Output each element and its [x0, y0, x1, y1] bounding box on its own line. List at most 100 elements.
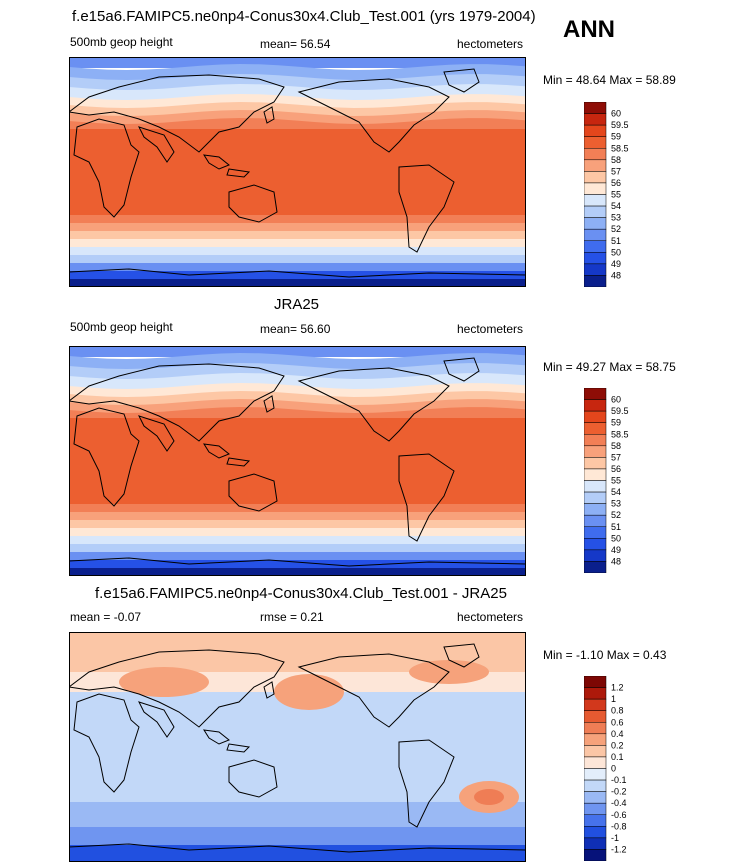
- colorbar-box: [584, 194, 607, 207]
- colorbar-tick-label: 59.5: [611, 406, 629, 416]
- contour-band: [69, 231, 526, 240]
- anomaly-blob: [274, 674, 344, 710]
- colorbar-box: [584, 136, 607, 149]
- anomaly-blob: [119, 667, 209, 697]
- coastline: [263, 681, 275, 699]
- colorbar-tick-label: 51: [611, 236, 621, 246]
- colorbar-tick-label: 51: [611, 522, 621, 532]
- contour-band: [69, 102, 526, 116]
- panel-2-mean-label: mean= 56.60: [260, 322, 331, 336]
- contour-band: [69, 84, 526, 100]
- colorbar-box: [584, 849, 607, 861]
- coastline: [297, 367, 450, 442]
- colorbar-box: [584, 561, 607, 573]
- coastline: [69, 268, 526, 278]
- colorbar-tick-label: -0.6: [611, 810, 627, 820]
- colorbar-tick-label: 0.8: [611, 706, 624, 716]
- coastline: [203, 443, 251, 467]
- colorbar-box: [584, 148, 607, 161]
- panel-2-units-label: hectometers: [457, 322, 524, 336]
- panel-3-mean-label: mean = -0.07: [70, 610, 142, 624]
- colorbar-tick-label: 1.2: [611, 683, 624, 693]
- contour-band: [69, 118, 526, 132]
- colorbar-tick-label: 54: [611, 487, 621, 497]
- colorbar-tick-label: 58: [611, 441, 621, 451]
- colorbar-box: [584, 275, 607, 287]
- colorbar-box: [584, 802, 607, 815]
- contour-band: [69, 827, 526, 845]
- coastline: [69, 649, 285, 728]
- contour-band: [69, 129, 526, 216]
- panel-2-title: JRA25: [274, 296, 320, 313]
- panel-3-minmax-label: Min = -1.10 Max = 0.43: [543, 648, 667, 662]
- contour-band: [69, 279, 526, 287]
- panel-1-map: [69, 57, 526, 287]
- colorbar-box: [584, 722, 607, 735]
- coastline: [263, 106, 275, 124]
- contour-band: [69, 255, 526, 264]
- contour-band: [69, 536, 526, 545]
- colorbar-tick-label: 50: [611, 247, 621, 257]
- colorbar-tick-label: 60: [611, 395, 621, 405]
- contour-band: [69, 504, 526, 513]
- colorbar-tick-label: 58.5: [611, 143, 629, 153]
- colorbar-tick-label: 58.5: [611, 429, 629, 439]
- colorbar-box: [584, 480, 607, 493]
- panel-2-map: [69, 346, 526, 576]
- colorbar-box: [584, 814, 607, 827]
- contour-band: [69, 512, 526, 521]
- coastline: [443, 68, 480, 93]
- colorbar-box: [584, 228, 607, 241]
- coastline: [398, 164, 455, 253]
- colorbar-box: [584, 217, 607, 230]
- contour-band: [69, 94, 526, 108]
- panel-1-mean-label: mean= 56.54: [260, 37, 331, 51]
- colorbar-box: [584, 182, 607, 195]
- panel-3-units-label: hectometers: [457, 610, 524, 624]
- colorbar-box: [584, 410, 607, 423]
- contour-band: [69, 74, 526, 90]
- colorbar-box: [584, 468, 607, 481]
- colorbar-tick-label: 49: [611, 545, 621, 555]
- coastline: [69, 557, 526, 567]
- colorbar-tick-label: 1: [611, 694, 616, 704]
- colorbar-tick-label: 48: [611, 270, 621, 280]
- contour-band: [69, 520, 526, 529]
- colorbar-box: [584, 113, 607, 126]
- colorbar-tick-label: 52: [611, 224, 621, 234]
- colorbar-tick-label: -0.2: [611, 787, 627, 797]
- colorbar-tick-label: 55: [611, 476, 621, 486]
- contour-band: [69, 363, 526, 379]
- colorbar-tick-label: 49: [611, 259, 621, 269]
- colorbar-box: [584, 710, 607, 723]
- colorbar-tick-label: 54: [611, 201, 621, 211]
- colorbar-tick-label: 58: [611, 155, 621, 165]
- season-label: ANN: [563, 16, 615, 43]
- contour-band: [69, 560, 526, 569]
- coastline: [203, 729, 251, 753]
- colorbar-box: [584, 526, 607, 539]
- colorbar-box: [584, 399, 607, 412]
- panel-2-variable-label: 500mb geop height: [70, 320, 173, 334]
- contour-band: [69, 215, 526, 224]
- coastline: [443, 357, 480, 382]
- anomaly-blob: [474, 789, 504, 805]
- contour-band: [69, 391, 526, 405]
- colorbar-tick-label: 60: [611, 109, 621, 119]
- panel-2-coastlines: [69, 357, 526, 567]
- panel-3-title: f.e15a6.FAMIPC5.ne0np4-Conus30x4.Club_Te…: [95, 585, 507, 602]
- coastline: [228, 759, 278, 798]
- panel-2-colorbar: 60 59.5 59 58.5 58 57 56 55 54 53 52 51 50 49 48: [584, 388, 644, 573]
- colorbar-box: [584, 171, 607, 184]
- panel-2-contour-fill: [69, 346, 526, 576]
- contour-band: [69, 552, 526, 561]
- panel-1-units-label: hectometers: [457, 37, 524, 51]
- coastline: [297, 78, 450, 153]
- panel-1-variable-label: 500mb geop height: [70, 35, 173, 49]
- coastline: [69, 843, 526, 853]
- colorbar-box: [584, 503, 607, 516]
- contour-band: [69, 399, 526, 413]
- colorbar-box: [584, 491, 607, 504]
- contour-band: [69, 845, 526, 862]
- colorbar-box: [584, 205, 607, 218]
